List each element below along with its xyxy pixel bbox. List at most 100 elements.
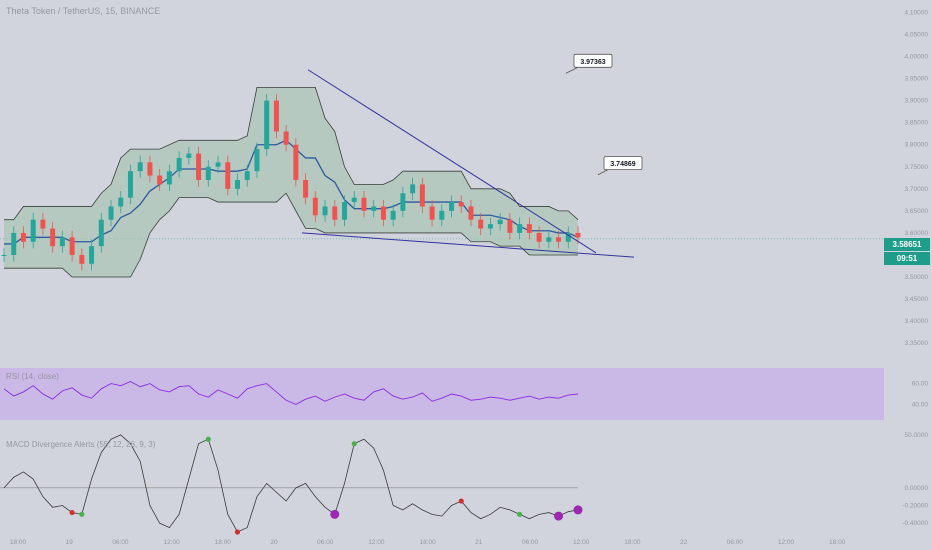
countdown-tag: 09:51: [884, 252, 930, 265]
divergence-dot-purple: [554, 511, 564, 521]
macd-axis-tick: -0.40000: [902, 520, 928, 527]
price-axis-tick: 3.90000: [905, 98, 929, 105]
cloud-upper-band: [4, 86, 579, 221]
macd-line: [3, 434, 579, 533]
price-axis-tick: 4.10000: [905, 9, 929, 16]
candle-body: [186, 153, 192, 158]
price-axis-tick: 3.65000: [905, 208, 929, 215]
time-axis-tick: 18:00: [419, 539, 436, 546]
candle-body: [400, 193, 406, 211]
price-axis-tick: 3.40000: [905, 318, 929, 325]
candle-body: [59, 237, 65, 247]
price-axis-tick: 3.75000: [905, 164, 929, 171]
price-axis-tick: 3.85000: [905, 120, 929, 127]
rsi-axis-tick: 60.00: [912, 381, 929, 388]
price-axis-tick: 3.45000: [905, 296, 929, 303]
candle-body: [234, 180, 240, 189]
candle-body: [410, 184, 416, 194]
divergence-dot-green: [351, 441, 357, 447]
divergence-dot-red: [458, 498, 464, 504]
candle-body: [127, 171, 133, 198]
candle-body: [380, 206, 386, 220]
candle-body: [439, 210, 445, 220]
divergence-dot-red: [234, 529, 241, 535]
cloud-fill: [4, 87, 578, 278]
time-axis-tick: 22: [680, 539, 688, 546]
callout-box: [573, 53, 613, 68]
macd-axis-tick: 50.0000: [905, 432, 929, 439]
candle-body: [225, 162, 231, 189]
time-axis-tick: 12:00: [163, 539, 180, 546]
time-axis-tick: 12:00: [368, 539, 385, 546]
candle-body: [322, 206, 328, 216]
candle-body: [497, 219, 503, 225]
callout-label: 3.97363: [580, 59, 605, 66]
candle-body: [458, 202, 464, 207]
candle-body: [98, 219, 104, 247]
callout-label: 3.74869: [610, 161, 635, 168]
time-axis-tick: 19: [66, 539, 74, 546]
cloud-lower-band: [4, 192, 578, 278]
candle-body: [205, 166, 211, 180]
divergence-dot-purple: [330, 509, 340, 519]
time-axis-tick: 06:00: [112, 539, 129, 546]
candle-body: [332, 206, 338, 220]
time-axis-tick: 20: [270, 539, 278, 546]
divergence-dot-green: [517, 511, 523, 517]
time-axis-tick: 06:00: [317, 539, 334, 546]
divergence-dot-green: [79, 511, 85, 517]
time-axis-tick: 18:00: [10, 539, 27, 546]
candle-body: [575, 232, 581, 238]
candle-body: [50, 228, 56, 247]
time-axis-tick: 06:00: [727, 539, 744, 546]
time-axis-tick: 12:00: [778, 539, 795, 546]
candle-body: [147, 162, 153, 176]
candle-body: [478, 219, 484, 229]
rsi-axis-tick: 40.00: [912, 401, 929, 408]
time-axis-tick: 18:00: [829, 539, 846, 546]
candle-body: [196, 153, 202, 180]
candle-body: [108, 206, 114, 220]
price-axis-tick: 3.95000: [905, 76, 929, 83]
candle-body: [11, 232, 17, 255]
candle-body: [342, 202, 348, 220]
chart-title: Theta Token / TetherUS, 15, BINANCE: [6, 6, 161, 16]
price-axis-tick: 3.60000: [905, 230, 929, 237]
macd-axis-tick: 0.00000: [905, 485, 929, 492]
candle-body: [293, 144, 299, 180]
divergence-dot-purple: [573, 505, 583, 515]
candle-body: [283, 131, 289, 145]
candle-body: [30, 219, 36, 242]
upper-trendline: [307, 69, 597, 254]
time-axis-tick: 21: [475, 539, 483, 546]
current-price-tag: 3.58651: [884, 238, 930, 251]
candle-body: [565, 232, 571, 242]
callout-box: [603, 156, 643, 171]
candle-body: [273, 100, 279, 132]
macd-axis-tick: -0.20000: [902, 503, 928, 510]
candle-body: [20, 232, 26, 242]
price-axis-tick: 3.35000: [905, 340, 929, 347]
candle-body: [69, 237, 75, 255]
candle-body: [157, 175, 163, 185]
candle-body: [449, 202, 455, 211]
price-axis-tick: 4.00000: [905, 54, 929, 61]
candle-body: [419, 184, 425, 207]
candle-body: [487, 224, 493, 229]
rsi-band: [0, 368, 884, 420]
price-axis-tick: 3.80000: [905, 142, 929, 149]
candle-body: [312, 197, 318, 216]
candle-body: [517, 224, 523, 233]
candle-body: [254, 149, 260, 172]
candle-body: [244, 171, 250, 180]
time-axis-tick: 18:00: [624, 539, 641, 546]
candle-body: [468, 206, 474, 220]
time-axis-tick: 12:00: [573, 539, 590, 546]
candle-body: [526, 224, 532, 233]
candle-body: [303, 180, 309, 198]
candle-body: [507, 219, 513, 233]
lower-trendline: [301, 232, 635, 258]
time-axis-tick: 06:00: [522, 539, 539, 546]
